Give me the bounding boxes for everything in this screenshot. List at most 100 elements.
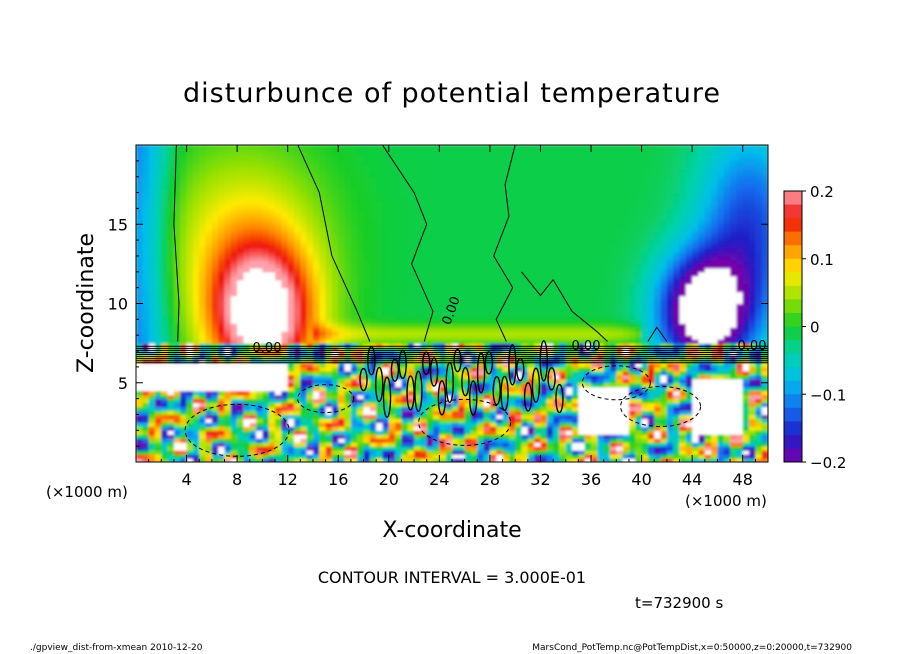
heatmap-cell bbox=[496, 315, 504, 320]
heatmap-cell bbox=[376, 192, 384, 198]
heatmap-cell bbox=[420, 152, 428, 158]
heatmap-cell bbox=[470, 145, 478, 150]
heatmap-cell bbox=[470, 283, 478, 289]
heatmap-cell bbox=[420, 422, 428, 427]
heatmap-cell bbox=[376, 168, 384, 174]
heatmap-cell bbox=[136, 279, 143, 285]
heatmap-cell bbox=[508, 287, 516, 293]
heatmap-cell bbox=[199, 192, 207, 198]
heatmap-cell bbox=[154, 204, 162, 209]
heatmap-cell bbox=[268, 458, 276, 462]
heatmap-cell bbox=[154, 430, 162, 435]
heatmap-cell bbox=[464, 145, 472, 150]
heatmap-cell bbox=[382, 172, 390, 178]
heatmap-cell bbox=[256, 255, 263, 261]
heatmap-cell bbox=[376, 283, 384, 289]
heatmap-cell bbox=[148, 267, 156, 273]
heatmap-cell bbox=[363, 291, 371, 297]
heatmap-cell bbox=[256, 295, 263, 301]
heatmap-cell bbox=[458, 299, 466, 305]
heatmap-cell bbox=[161, 287, 169, 293]
heatmap-cell bbox=[256, 347, 263, 352]
heatmap-cell bbox=[388, 208, 396, 213]
heatmap-cell bbox=[470, 366, 478, 372]
heatmap-cell bbox=[268, 339, 276, 344]
heatmap-cell bbox=[161, 454, 169, 459]
heatmap-cell bbox=[180, 224, 188, 229]
heatmap-cell bbox=[249, 450, 257, 455]
heatmap-cell bbox=[407, 382, 415, 388]
heatmap-cell bbox=[243, 414, 251, 420]
heatmap-cell bbox=[439, 331, 447, 336]
heatmap-cell bbox=[230, 184, 238, 190]
heatmap-cell bbox=[199, 148, 207, 154]
heatmap-cell bbox=[281, 446, 289, 451]
heatmap-cell bbox=[224, 307, 232, 313]
heatmap-cell bbox=[287, 311, 295, 316]
heatmap-cell bbox=[344, 402, 352, 408]
heatmap-cell bbox=[382, 422, 390, 427]
heatmap-cell bbox=[287, 454, 295, 459]
heatmap-cell bbox=[154, 426, 162, 431]
heatmap-cell bbox=[161, 188, 169, 194]
heatmap-cell bbox=[300, 224, 308, 229]
heatmap-cell bbox=[154, 156, 162, 162]
heatmap-cell bbox=[388, 196, 396, 202]
heatmap-cell bbox=[388, 347, 396, 352]
heatmap-cell bbox=[344, 255, 352, 261]
heatmap-cell bbox=[161, 458, 169, 462]
heatmap-cell bbox=[243, 188, 251, 194]
heatmap-cell bbox=[369, 251, 377, 257]
heatmap-cell bbox=[312, 307, 320, 313]
heatmap-cell bbox=[243, 200, 251, 206]
heatmap-cell bbox=[439, 255, 447, 261]
heatmap-cell bbox=[433, 382, 440, 388]
heatmap-cell bbox=[483, 240, 491, 245]
heatmap-cell bbox=[483, 228, 491, 233]
heatmap-cell bbox=[306, 145, 314, 150]
heatmap-cell bbox=[136, 145, 143, 150]
heatmap-cell bbox=[268, 374, 276, 380]
heatmap-cell bbox=[287, 180, 295, 186]
heatmap-cell bbox=[420, 450, 428, 455]
heatmap-cell bbox=[388, 168, 396, 174]
heatmap-cell bbox=[218, 145, 226, 150]
heatmap-cell bbox=[218, 370, 226, 376]
heatmap-cell bbox=[515, 370, 523, 376]
heatmap-cell bbox=[376, 418, 384, 423]
heatmap-cell bbox=[350, 176, 358, 182]
heatmap-cell bbox=[344, 220, 352, 225]
heatmap-cell bbox=[287, 267, 295, 273]
heatmap-cell bbox=[161, 422, 169, 427]
heatmap-cell bbox=[262, 196, 270, 202]
heatmap-cell bbox=[205, 192, 213, 198]
heatmap-cell bbox=[275, 370, 282, 376]
heatmap-cell bbox=[502, 426, 510, 431]
heatmap-cell bbox=[249, 414, 257, 420]
heatmap-cell bbox=[502, 279, 510, 285]
heatmap-cell bbox=[445, 343, 453, 348]
heatmap-cell bbox=[262, 283, 270, 289]
heatmap-cell bbox=[167, 164, 175, 170]
heatmap-cell bbox=[167, 311, 175, 316]
heatmap-cell bbox=[395, 212, 403, 217]
heatmap-cell bbox=[515, 224, 523, 229]
heatmap-cell bbox=[275, 200, 282, 206]
heatmap-cell bbox=[275, 402, 282, 408]
heatmap-cell bbox=[192, 283, 200, 289]
heatmap-cell bbox=[262, 152, 270, 158]
heatmap-cell bbox=[388, 188, 396, 194]
heatmap-cell bbox=[502, 394, 510, 400]
heatmap-cell bbox=[401, 283, 409, 289]
heatmap-cell bbox=[173, 287, 181, 293]
heatmap-cell bbox=[243, 307, 251, 313]
heatmap-cell bbox=[218, 188, 226, 194]
heatmap-cell bbox=[350, 263, 358, 269]
heatmap-cell bbox=[502, 275, 510, 281]
heatmap-cell bbox=[319, 458, 327, 462]
heatmap-cell bbox=[521, 374, 529, 380]
heatmap-cell bbox=[268, 358, 276, 364]
heatmap-cell bbox=[256, 248, 263, 253]
heatmap-cell bbox=[395, 311, 403, 316]
heatmap-cell bbox=[306, 406, 314, 412]
